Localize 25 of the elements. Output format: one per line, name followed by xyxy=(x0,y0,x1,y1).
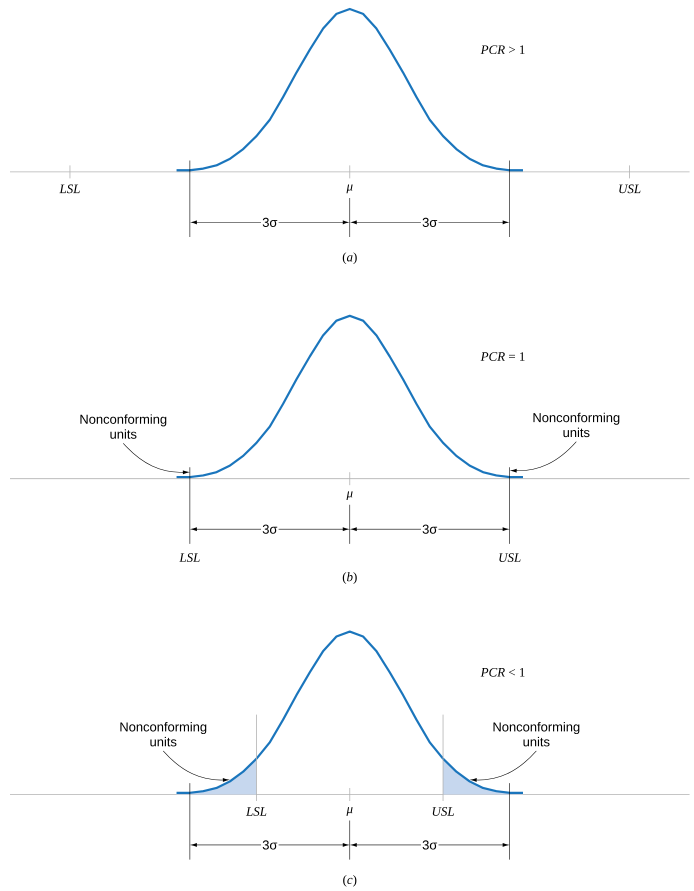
text: 3σ xyxy=(422,524,438,534)
text: 3σ xyxy=(422,840,438,850)
annotation: PCR > 1 xyxy=(480,45,525,54)
x-tick-label: LSL xyxy=(60,184,80,194)
annotation: PCR = 1 xyxy=(480,352,525,361)
text: (a) xyxy=(343,252,357,264)
text: 3σ xyxy=(422,218,438,227)
text: (b) xyxy=(343,572,357,584)
x-tick-label: USL xyxy=(500,553,521,562)
x-tick-label: LSL xyxy=(180,553,200,562)
x-tick-label: μ xyxy=(346,807,353,816)
x-tick-label: USL xyxy=(620,184,641,194)
x-tick-label: μ xyxy=(346,491,353,500)
annotation: Nonconforming units xyxy=(494,722,580,746)
text: 3σ xyxy=(262,218,278,227)
text: (c) xyxy=(343,874,357,887)
x-tick-label: LSL xyxy=(246,807,267,816)
x-tick-label: μ xyxy=(346,184,353,194)
text: 3σ xyxy=(262,840,278,850)
x-tick-label: USL xyxy=(432,807,454,816)
annotation: Nonconforming units xyxy=(534,412,620,438)
annotation: Nonconforming units xyxy=(120,722,207,746)
annotation: Nonconforming units xyxy=(80,414,167,439)
text: 3σ xyxy=(262,524,278,534)
annotation: PCR < 1 xyxy=(480,668,525,677)
